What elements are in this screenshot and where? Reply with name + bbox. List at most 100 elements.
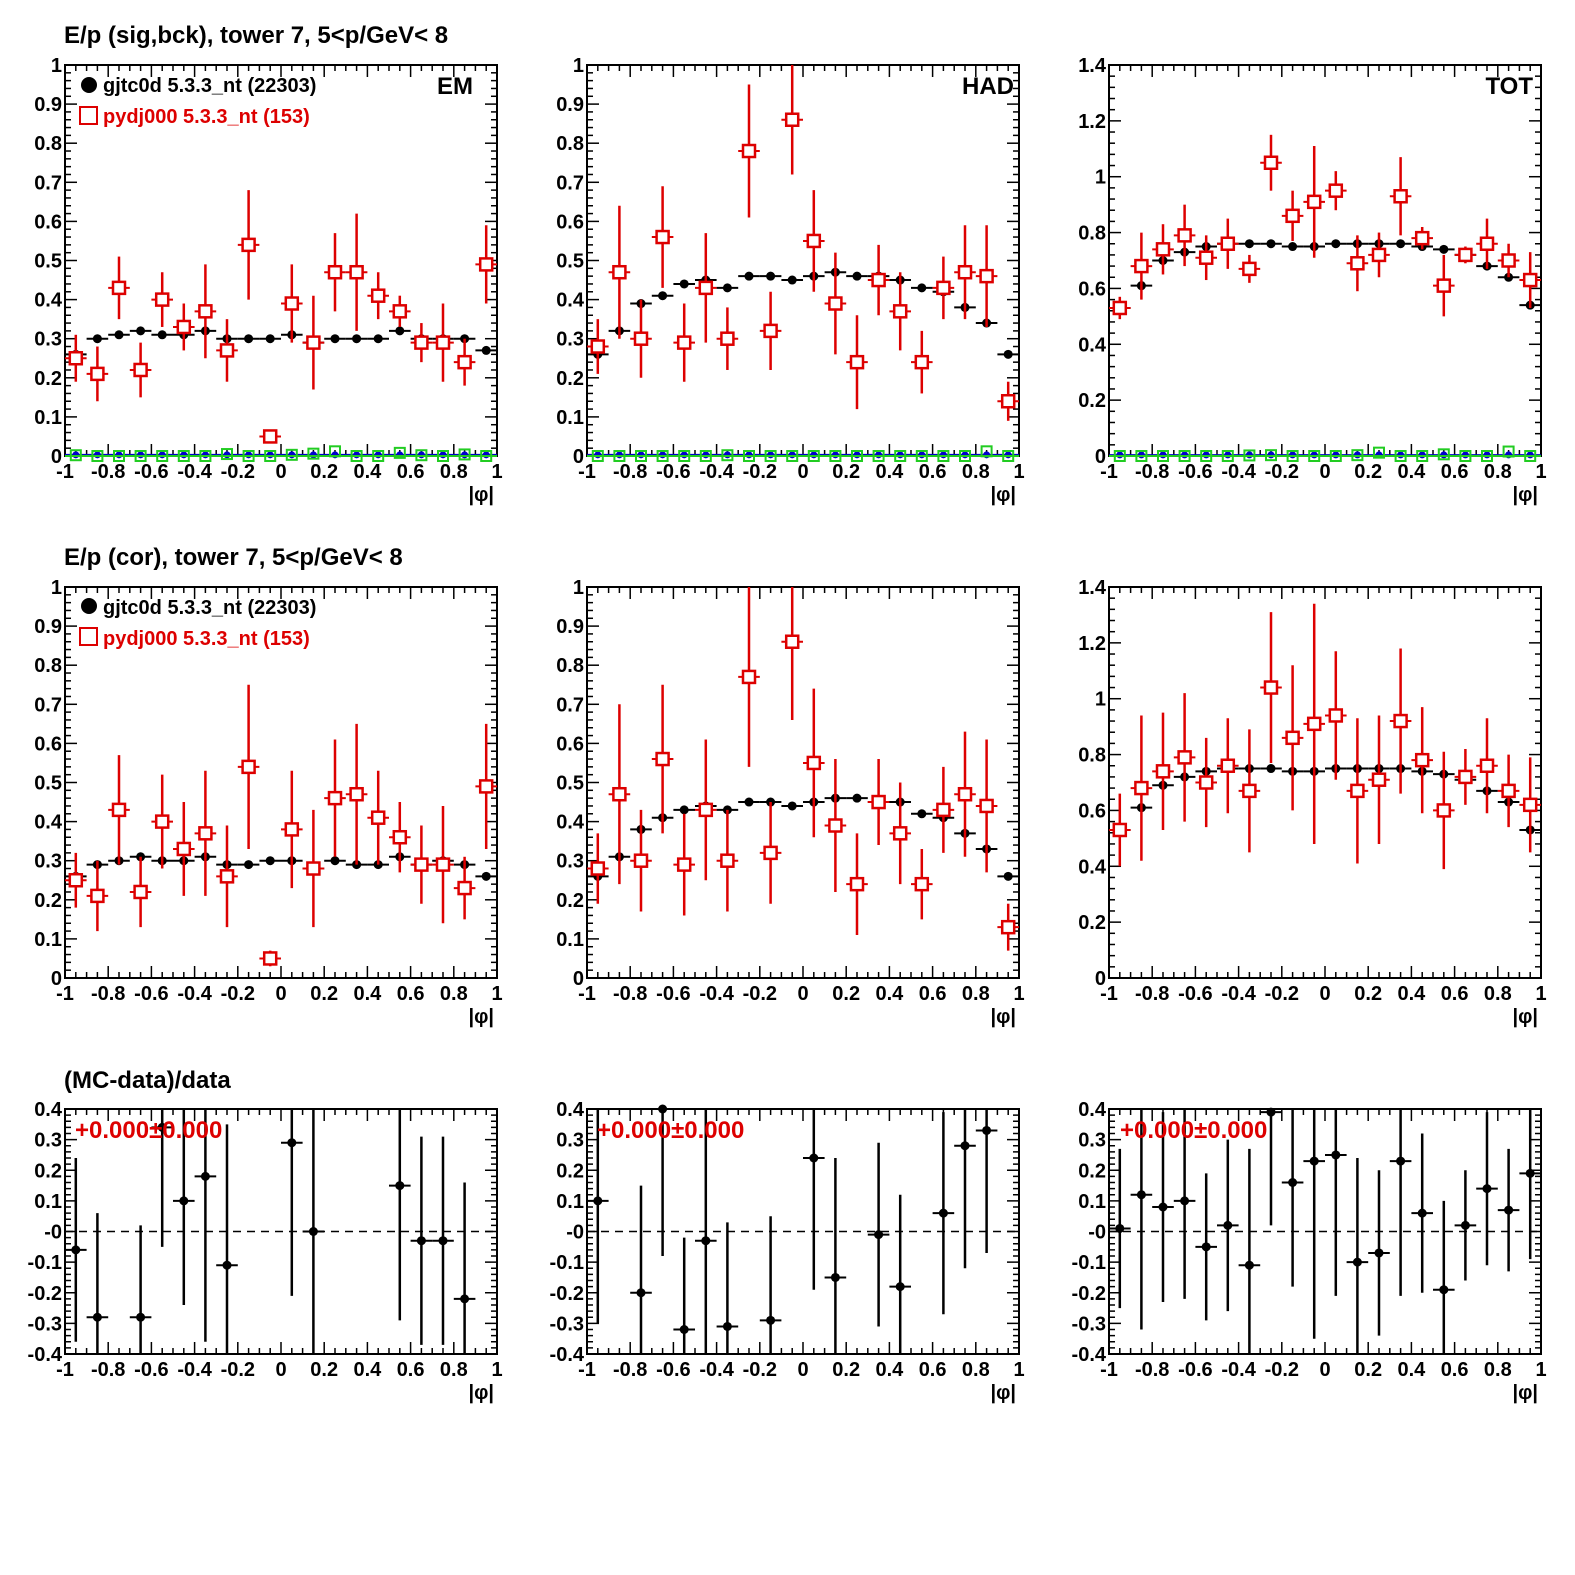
x-tick-label: 0 [275, 461, 286, 483]
mc-point [1479, 236, 1495, 251]
mc-point [590, 339, 606, 354]
mc-point [720, 331, 735, 346]
bck-data-point [1440, 451, 1448, 459]
x-tick-label: 0.6 [1441, 461, 1469, 483]
y-tick-label: 0.4 [556, 290, 585, 312]
y-tick-label: 0.4 [1078, 856, 1107, 878]
data-point [787, 801, 797, 811]
y-tick-label: -0.4 [550, 1344, 585, 1366]
bck-data-point [745, 451, 753, 459]
mc-point [1263, 155, 1279, 170]
mc-point [1134, 258, 1149, 274]
data-point [1525, 1168, 1535, 1178]
bck-mc-point [1178, 450, 1191, 462]
data-point [114, 330, 124, 340]
x-axis-label: |φ| [1513, 1382, 1539, 1404]
bck-mc-point [591, 450, 604, 462]
bck-data-point [961, 451, 969, 459]
x-tick-label: -1 [1100, 461, 1118, 483]
mc-point [871, 794, 886, 810]
x-tick-label: -1 [578, 983, 596, 1005]
data-point [71, 1245, 81, 1255]
x-axis-label: |φ| [469, 1006, 495, 1028]
data-point [1244, 239, 1254, 249]
data-point [636, 1288, 646, 1298]
x-tick-label: -1 [578, 1359, 596, 1381]
bck-data-point [939, 451, 947, 459]
mc-point [306, 335, 321, 350]
legend-data-label: gjtc0d 5.3.3_nt (22303) [103, 597, 316, 619]
bck-data-point [201, 451, 209, 459]
data-point [1482, 1184, 1492, 1194]
bck-mc-point [1135, 450, 1148, 462]
bck-mc-point [1243, 449, 1256, 462]
bck-mc-point [1002, 450, 1015, 462]
x-tick-label: 0.2 [832, 983, 860, 1005]
y-tick-label: 0.3 [556, 329, 584, 351]
y-tick-label: 1.4 [1078, 577, 1107, 599]
x-tick-label: 1 [491, 461, 502, 483]
mc-point [979, 798, 994, 814]
x-tick-label: 0.2 [310, 1359, 338, 1381]
bck-mc-point [980, 445, 993, 458]
y-tick-label: 0.6 [34, 733, 62, 755]
y-tick-label: 0 [51, 446, 62, 468]
data-point [960, 1141, 970, 1151]
x-tick-label: -1 [1100, 1359, 1118, 1381]
data-point [1460, 1220, 1470, 1230]
x-tick-label: 1 [1013, 461, 1024, 483]
data-point [917, 809, 927, 819]
x-tick-label: 0 [797, 461, 808, 483]
data-point [679, 279, 689, 289]
mc-point [720, 853, 735, 868]
y-tick-label: 0.7 [556, 694, 584, 716]
mc-point [198, 826, 213, 841]
x-axis-label: |φ| [991, 1382, 1017, 1404]
data-point [481, 871, 491, 881]
x-tick-label: -0.2 [743, 461, 777, 483]
x-tick-label: 0.4 [1397, 983, 1426, 1005]
x-tick-label: -0.6 [656, 461, 690, 483]
bck-data-point [1418, 451, 1426, 459]
mc-point [1350, 256, 1365, 271]
mc-point [1350, 783, 1365, 799]
bck-data-point [1483, 451, 1491, 459]
mc-point [633, 853, 649, 868]
y-tick-label: 0 [1095, 446, 1106, 468]
x-tick-label: 0.4 [1397, 1359, 1426, 1381]
bck-mc-point [1373, 446, 1385, 459]
y-tick-label: 0.6 [556, 733, 584, 755]
mc-point [1306, 716, 1322, 732]
bck-mc-point [1524, 450, 1537, 462]
y-tick-label: 0.8 [1078, 223, 1106, 245]
data-point [460, 1294, 470, 1304]
mc-point [979, 268, 994, 284]
x-tick-label: 0 [275, 1359, 286, 1381]
mc-point [90, 366, 105, 382]
x-tick-label: 1 [491, 983, 502, 1005]
legend-data-marker [81, 598, 97, 614]
x-axis-label: |φ| [1513, 1006, 1539, 1028]
mc-point [414, 857, 429, 872]
row-title-cor: E/p (cor), tower 7, 5<p/GeV< 8 [64, 544, 403, 571]
x-tick-label: 1 [1535, 461, 1546, 483]
data-point [438, 1236, 448, 1246]
data-point [1288, 1178, 1298, 1187]
mc-point [414, 335, 429, 350]
bck-mc-point [372, 450, 385, 462]
bck-mc-point [678, 450, 691, 462]
panel-em-ratio: -1 -0.8 -0.6 -0.4 -0.2 0 0.2 0.4 0.6 0.8 1|φ|-0.4-… [28, 1099, 503, 1404]
panel-had-ratio: -1 -0.8 -0.6 -0.4 -0.2 0 0.2 0.4 0.6 0.8 1|φ|-0.4-… [550, 1099, 1025, 1404]
data-point [1439, 1285, 1449, 1295]
bck-mc-point [1394, 450, 1407, 462]
mc-point [806, 755, 822, 771]
bck-data-point [615, 451, 623, 459]
data-point [1266, 1107, 1276, 1117]
data-point [136, 1312, 146, 1322]
y-tick-label: 0.9 [34, 616, 62, 638]
data-point [1115, 1223, 1125, 1233]
x-axis-label: |φ| [991, 484, 1017, 506]
data-point [1309, 1156, 1319, 1166]
mc-point [1458, 769, 1473, 785]
mc-point [1522, 272, 1538, 288]
